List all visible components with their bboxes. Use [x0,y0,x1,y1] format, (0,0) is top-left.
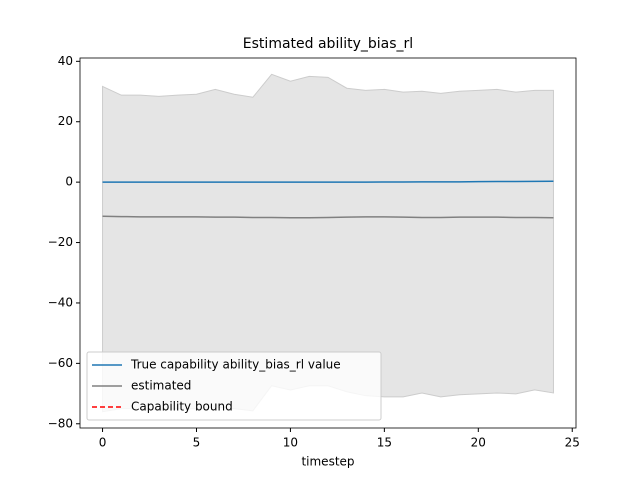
legend-label: Capability bound [131,400,233,414]
y-tick-label: −80 [48,416,73,430]
y-tick-label: 40 [58,54,73,68]
x-axis-label: timestep [301,455,354,469]
x-tick-label: 15 [377,436,392,450]
chart-title: Estimated ability_bias_rl [243,36,413,52]
y-tick-label: 20 [58,114,73,128]
y-tick-label: −20 [48,235,73,249]
legend-label: estimated [131,379,191,393]
legend-label: True capability ability_bias_rl value [130,358,341,372]
x-tick-label: 25 [565,436,580,450]
y-tick-label: 0 [65,175,73,189]
x-tick-label: 10 [283,436,298,450]
x-tick-label: 0 [99,436,107,450]
y-tick-label: −60 [48,356,73,370]
x-tick-label: 5 [193,436,201,450]
series-line [102,180,554,183]
x-tick-label: 20 [471,436,486,450]
series-line [102,215,554,219]
legend-box [86,351,382,421]
legend: True capability ability_bias_rl value est… [86,351,382,421]
y-tick-label: −40 [48,295,73,309]
